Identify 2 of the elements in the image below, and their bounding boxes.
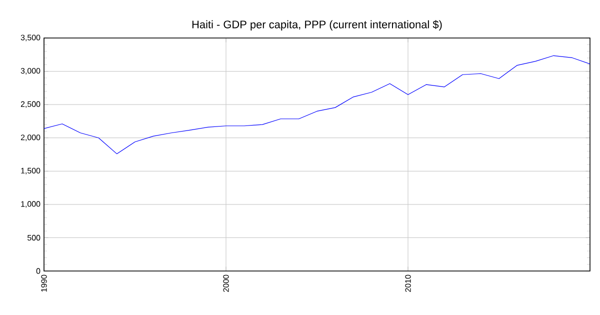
line-series xyxy=(44,55,590,154)
chart-title: Haiti - GDP per capita, PPP (current international $) xyxy=(192,20,442,30)
